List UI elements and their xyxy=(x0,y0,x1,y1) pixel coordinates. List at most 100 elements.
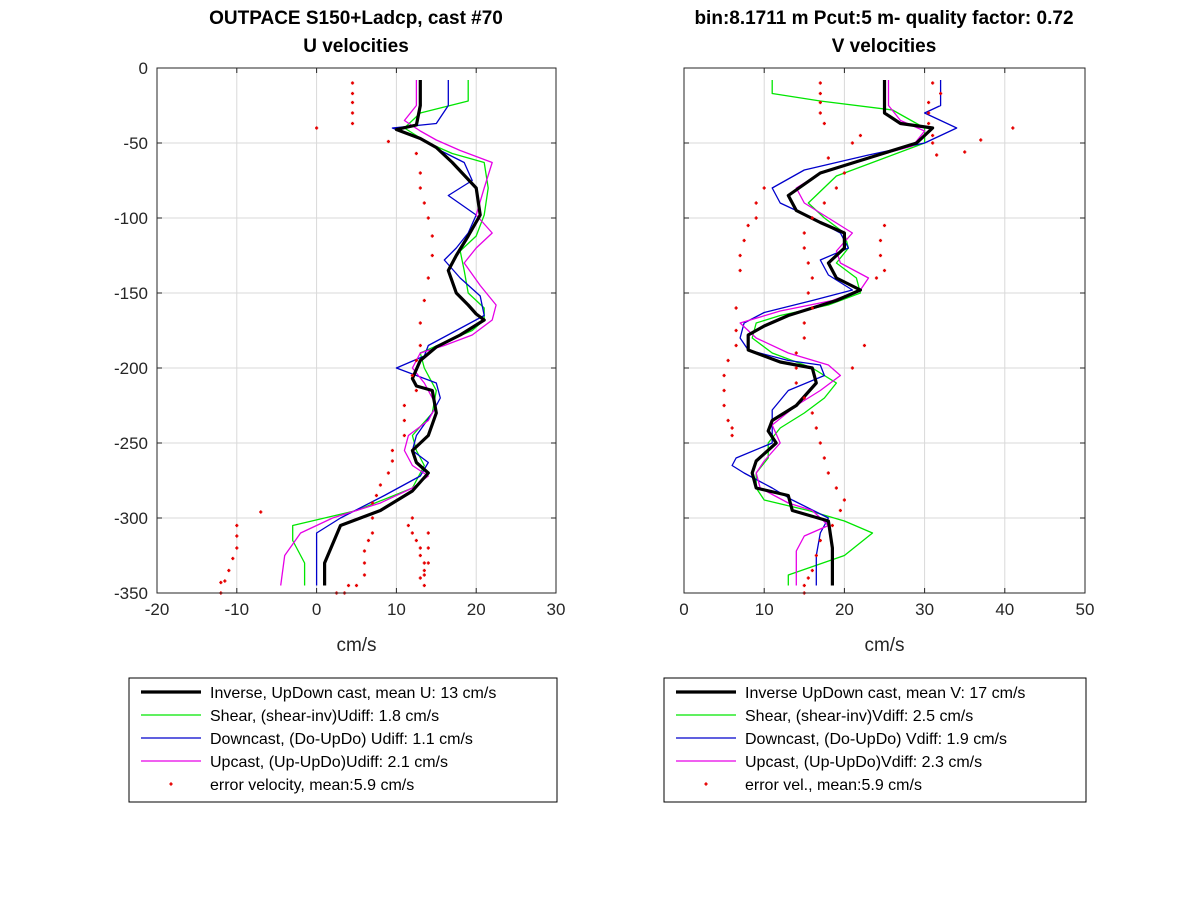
error-velocity-point xyxy=(830,523,834,528)
error-velocity-point xyxy=(366,538,371,543)
error-velocity-point xyxy=(426,276,430,280)
error-velocity-point xyxy=(422,298,426,303)
error-velocity-point xyxy=(315,126,319,130)
error-velocity-point xyxy=(726,418,730,423)
error-velocity-point xyxy=(418,171,422,175)
error-velocity-point xyxy=(430,253,434,258)
error-velocity-point xyxy=(862,343,867,348)
error-velocity-point xyxy=(838,508,842,513)
error-velocity-point xyxy=(802,336,806,340)
u-velocity-legend: Inverse, UpDown cast, mean U: 13 cm/s She… xyxy=(128,677,558,803)
error-velocity-point xyxy=(1011,126,1015,130)
error-velocity-point xyxy=(826,471,830,475)
legend-shear-label: Shear, (shear-inv)Vdiff: 2.5 cm/s xyxy=(745,708,973,725)
y-tick-label: -200 xyxy=(114,359,148,378)
error-velocity-point xyxy=(802,231,806,235)
error-velocity-point xyxy=(810,411,814,415)
error-velocity-point xyxy=(410,531,414,535)
error-velocity-point xyxy=(350,81,355,85)
error-velocity-point xyxy=(927,111,931,115)
error-velocity-point xyxy=(826,156,830,160)
error-velocity-point xyxy=(850,366,855,370)
error-velocity-point xyxy=(390,448,395,453)
error-velocity-point xyxy=(422,583,426,588)
error-velocity-point xyxy=(802,246,806,250)
x-tick-label: 10 xyxy=(755,600,774,619)
error-velocity-point xyxy=(422,573,426,577)
downcast-velocity-line xyxy=(731,80,958,586)
error-velocity-point xyxy=(362,549,367,553)
legend-upcast-label: Upcast, (Up-UpDo)Udiff: 2.1 cm/s xyxy=(210,754,448,771)
error-velocity-point xyxy=(414,388,418,393)
inverse-velocity-line xyxy=(746,80,935,586)
error-velocity-point xyxy=(818,538,822,543)
error-velocity-point xyxy=(850,141,855,145)
error-velocity-point xyxy=(418,576,422,580)
plot-frame xyxy=(156,67,557,594)
error-velocity-point xyxy=(259,510,263,514)
error-velocity-point xyxy=(802,321,806,325)
error-velocity-point xyxy=(418,546,422,550)
error-velocity-point xyxy=(794,381,798,385)
error-velocity-point xyxy=(931,81,935,85)
error-velocity-point xyxy=(939,91,943,96)
y-tick-label: -150 xyxy=(114,284,148,303)
error-velocity-point xyxy=(734,306,738,310)
legend-upcast-label: Upcast, (Up-UpDo)Vdiff: 2.3 cm/s xyxy=(745,754,982,771)
legend-error-marker xyxy=(704,782,708,786)
error-velocity-point xyxy=(726,358,730,363)
error-velocity-point xyxy=(818,111,822,115)
error-velocity-point xyxy=(734,343,738,348)
error-velocity-point xyxy=(810,216,814,220)
error-velocity-point xyxy=(374,493,379,498)
error-velocity-point xyxy=(418,321,422,325)
error-velocity-point xyxy=(227,568,231,573)
error-velocity-point xyxy=(350,91,355,96)
figure-title-right: bin:8.1711 m Pcut:5 m- quality factor: 0… xyxy=(694,8,1073,29)
error-velocity-point xyxy=(814,553,818,558)
error-velocity-point xyxy=(822,201,826,205)
error-velocity-point xyxy=(806,576,810,580)
error-velocity-point xyxy=(738,253,742,258)
error-velocity-point xyxy=(406,523,410,528)
error-velocity-point xyxy=(814,426,818,430)
error-velocity-point xyxy=(426,531,430,535)
error-velocity-point xyxy=(842,498,846,502)
x-tick-label: -10 xyxy=(225,600,250,619)
error-velocity-point xyxy=(378,483,383,487)
error-velocity-point xyxy=(402,433,406,438)
error-velocity-point xyxy=(390,459,395,463)
error-velocity-point xyxy=(931,141,935,145)
error-velocity-point xyxy=(418,343,422,348)
error-velocity-point xyxy=(927,100,931,105)
error-velocity-point xyxy=(350,100,355,105)
error-velocity-point xyxy=(822,121,826,126)
error-velocity-point xyxy=(414,358,418,363)
y-tick-label: -300 xyxy=(114,509,148,528)
figure-title-left: OUTPACE S150+Ladcp, cast #70 xyxy=(209,8,503,29)
error-velocity-point xyxy=(806,291,810,295)
x-tick-label: -20 xyxy=(145,600,170,619)
error-velocity-point xyxy=(235,523,239,528)
error-velocity-point xyxy=(422,201,426,205)
error-velocity-point xyxy=(346,583,351,588)
error-velocity-point xyxy=(818,100,822,105)
error-velocity-point xyxy=(927,121,931,126)
error-velocity-point xyxy=(834,486,838,490)
plot-frame xyxy=(683,67,1086,594)
error-velocity-point xyxy=(746,223,750,228)
error-velocity-point xyxy=(794,366,798,370)
panel-left-title: U velocities xyxy=(303,36,409,57)
error-velocity-point xyxy=(223,579,227,583)
x-tick-label: 20 xyxy=(835,600,854,619)
error-velocity-point xyxy=(235,546,239,550)
x-tick-label: 0 xyxy=(312,600,321,619)
legend-inverse-label: Inverse UpDown cast, mean V: 17 cm/s xyxy=(745,685,1025,702)
error-velocity-point xyxy=(414,151,418,156)
error-velocity-point xyxy=(818,81,822,85)
error-velocity-point xyxy=(802,396,806,400)
error-velocity-point xyxy=(818,441,822,445)
error-velocity-point xyxy=(738,268,742,273)
error-velocity-point xyxy=(402,418,406,423)
error-velocity-point xyxy=(882,223,887,228)
